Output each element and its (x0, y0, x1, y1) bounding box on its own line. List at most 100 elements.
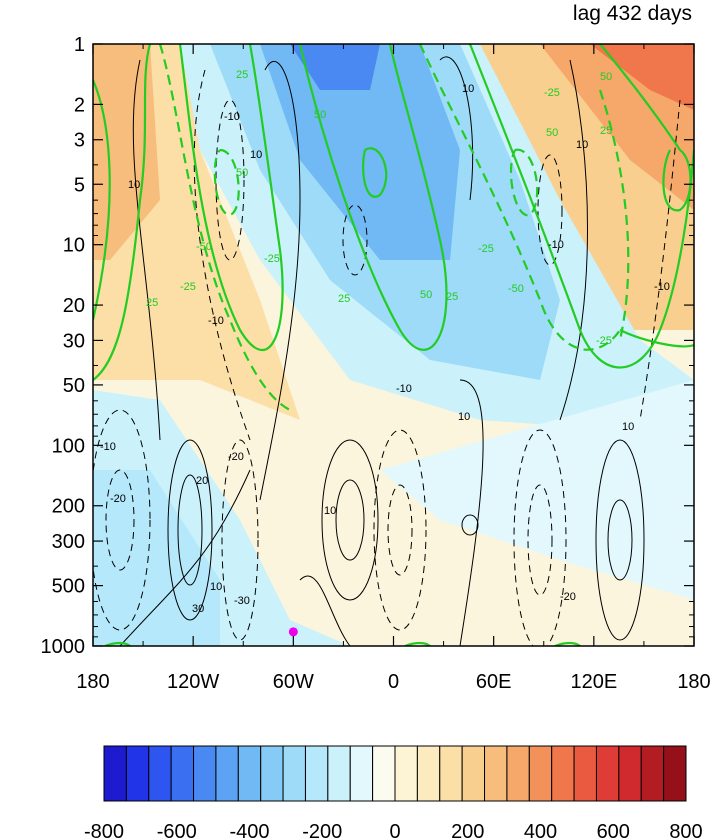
contour-label: -20 (110, 493, 126, 505)
colorbar-swatch (506, 745, 530, 802)
contour-label: -10 (100, 441, 116, 453)
location-marker (288, 627, 298, 637)
colorbar: -800 -600 -400 -200 0 200 400 600 800 (84, 745, 703, 838)
contour-label: -10 (208, 315, 224, 327)
y-tick-label: 30 (63, 330, 85, 352)
contour-label: -25 (478, 243, 494, 255)
x-tick-label: 120E (570, 671, 617, 693)
contour-label: 50 (420, 289, 432, 301)
contour-label: 25 (446, 291, 458, 303)
y-tick-label: 10 (63, 235, 85, 257)
colorbar-swatch (103, 745, 127, 802)
contour-label: -50 (196, 241, 212, 253)
contour-label: 50 (314, 109, 326, 121)
contour-label: -10 (224, 111, 240, 123)
contour-label: 50 (236, 167, 248, 179)
y-tick-label: 1000 (41, 636, 86, 658)
green-contours (93, 44, 694, 646)
contour-label: 25 (236, 69, 248, 81)
contour-label: -50 (508, 283, 524, 295)
y-tick-label: 2 (74, 94, 85, 116)
green-contours-dashed (158, 44, 630, 411)
colorbar-swatch (170, 745, 195, 802)
black-contours-dashed (93, 69, 681, 646)
contour-label: 10 (462, 83, 474, 95)
colorbar-swatch (237, 745, 262, 802)
contour-label: -20 (560, 591, 576, 603)
contour-label: -25 (264, 253, 280, 265)
colorbar-label: 600 (597, 821, 630, 838)
colorbar-swatch (349, 745, 374, 802)
colorbar-label: 0 (389, 821, 400, 838)
contour-label: 25 (146, 297, 158, 309)
contour-label: -30 (234, 595, 250, 607)
x-tick-label: 60W (273, 671, 314, 693)
contour-label: 50 (546, 127, 558, 139)
contour-label: 50 (600, 71, 612, 83)
contour-label: 10 (324, 505, 336, 517)
contour-label: 30 (192, 603, 204, 615)
colorbar-swatch (148, 745, 172, 802)
y-tick-label: 50 (63, 375, 85, 397)
x-tick-label: 180 (76, 671, 109, 693)
contour-label: 25 (338, 293, 350, 305)
x-tick-label: 120W (167, 671, 219, 693)
y-tick-label: 100 (52, 435, 85, 457)
y-tick-label: 5 (74, 174, 85, 196)
colorbar-swatch (640, 745, 665, 802)
y-tick-label: 1 (74, 34, 85, 56)
x-tick-label: 0 (388, 671, 399, 693)
colorbar-swatch (304, 745, 329, 802)
y-tick-label: 200 (52, 496, 85, 518)
x-tick-label: 60E (476, 671, 512, 693)
colorbar-swatch (663, 745, 687, 802)
colorbar-label: 400 (524, 821, 557, 838)
x-axis: 180 120W 60W 0 60E 120E 180 (76, 44, 711, 693)
contour-label: -25 (180, 281, 196, 293)
contour-label: 10 (128, 179, 140, 191)
colorbar-swatch (125, 745, 150, 802)
contour-labels: 10 -10 10 -10 -20 20 -20 30 -30 10 10 -1… (100, 69, 670, 615)
contour-label: -10 (396, 383, 412, 395)
shaded-field (93, 44, 694, 646)
colorbar-swatch (416, 745, 441, 802)
y-tick-label: 500 (52, 576, 85, 598)
colorbar-swatch (282, 745, 306, 802)
colorbar-swatch (618, 745, 642, 802)
colorbar-swatch (193, 745, 217, 802)
contour-label: 25 (600, 125, 612, 137)
contour-label: -25 (544, 87, 560, 99)
contour-label: -10 (548, 239, 564, 251)
colorbar-label: -800 (84, 821, 124, 838)
colorbar-label: -200 (302, 821, 342, 838)
contour-label: 10 (576, 139, 588, 151)
colorbar-swatch (551, 745, 575, 802)
contour-label: 10 (210, 581, 222, 593)
y-tick-label: 20 (63, 295, 85, 317)
colorbar-label: 200 (451, 821, 484, 838)
colorbar-swatch (394, 745, 418, 802)
colorbar-label: 800 (669, 821, 702, 838)
colorbar-swatch (461, 745, 486, 802)
chart-title: lag 432 days (573, 2, 692, 25)
colorbar-swatch (439, 745, 463, 802)
contour-label: -25 (596, 335, 612, 347)
colorbar-swatch (484, 745, 508, 802)
x-tick-label: 180 (677, 671, 710, 693)
colorbar-swatch (215, 745, 239, 802)
contour-label: 10 (622, 421, 634, 433)
y-tick-label: 3 (74, 130, 85, 152)
contour-label: -10 (654, 281, 670, 293)
colorbar-swatch (528, 745, 553, 802)
contour-label: 10 (458, 411, 470, 423)
colorbar-swatch (573, 745, 597, 802)
colorbar-swatch (327, 745, 351, 802)
plot-area: 10 -10 10 -10 -20 20 -20 30 -30 10 10 -1… (93, 44, 694, 646)
colorbar-label: -400 (229, 821, 269, 838)
colorbar-swatch (595, 745, 620, 802)
contour-label: -20 (228, 451, 244, 463)
y-axis: 1 2 3 5 10 20 30 50 100 200 300 500 1000 (41, 34, 694, 658)
contour-label: 10 (250, 149, 262, 161)
colorbar-label: -600 (157, 821, 197, 838)
